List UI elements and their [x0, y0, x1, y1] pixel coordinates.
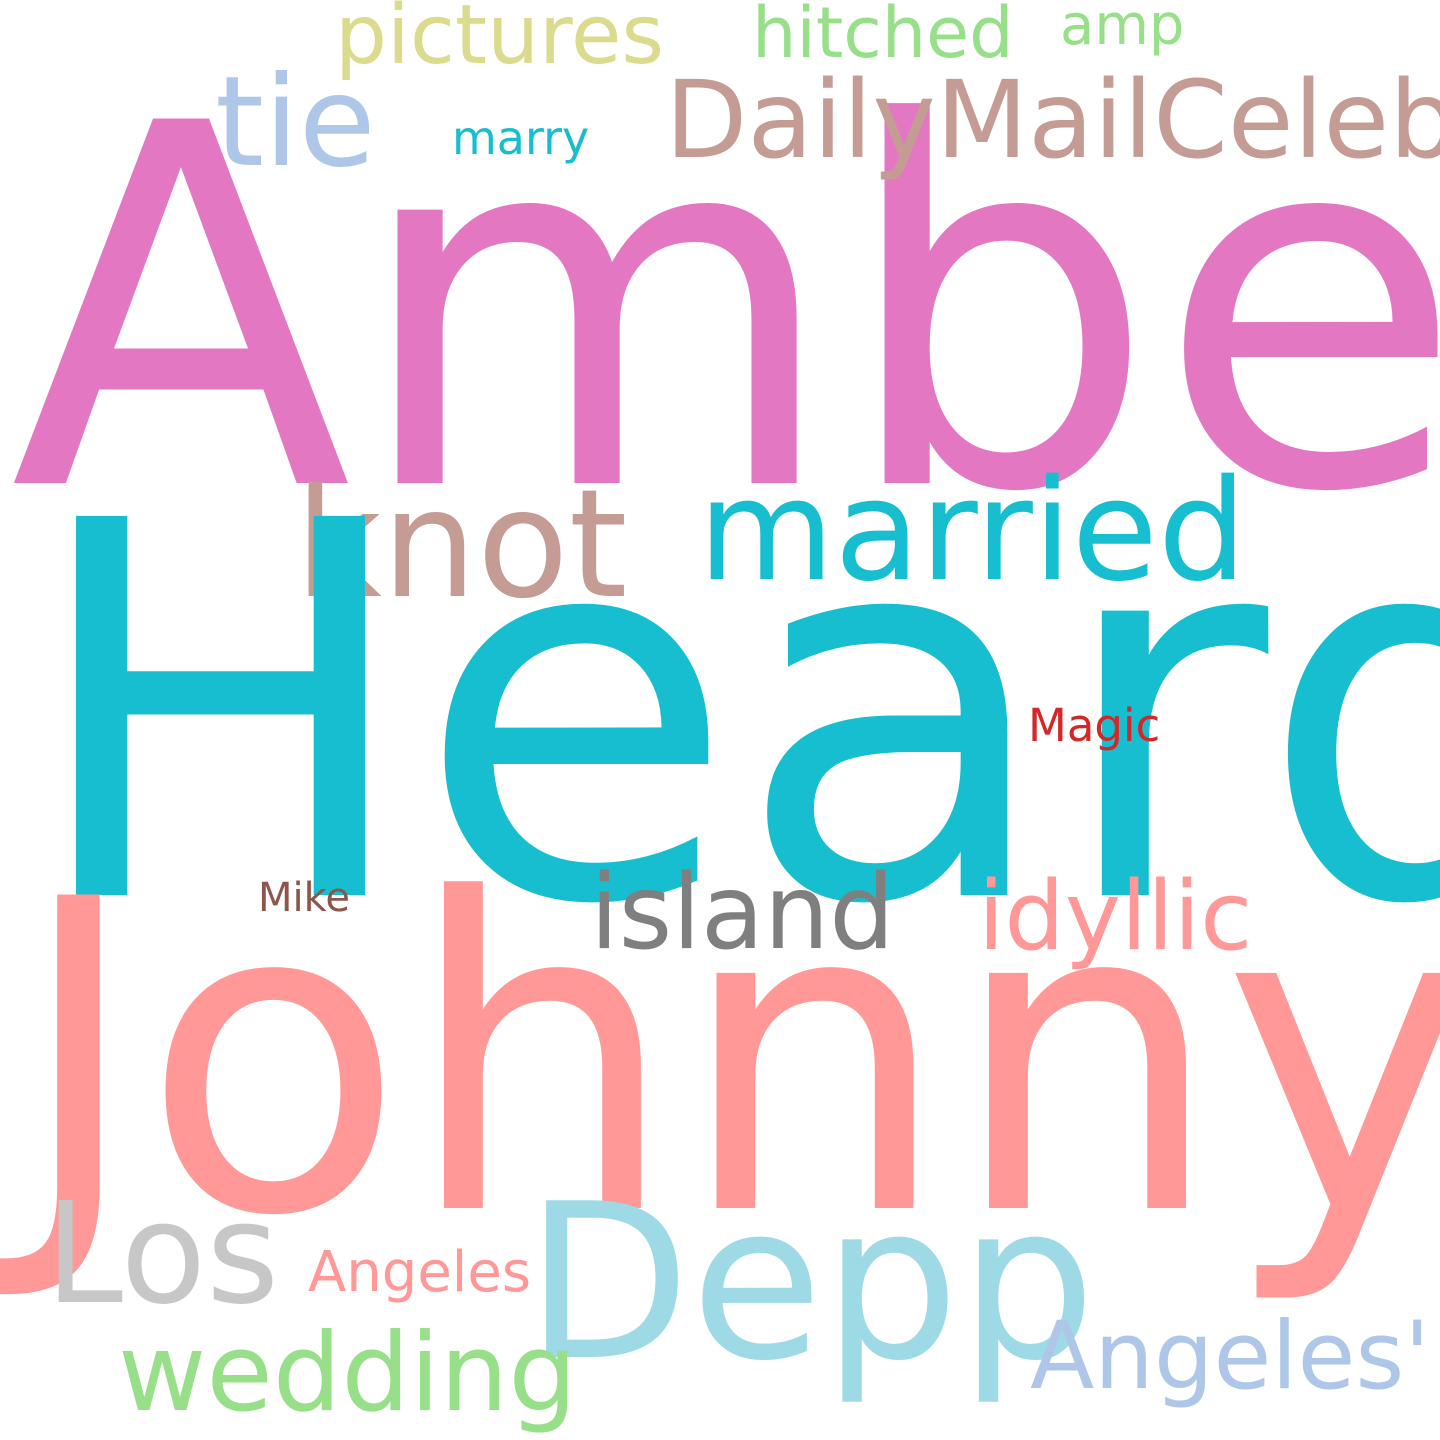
word-magic: Magic [1028, 699, 1161, 752]
word-wedding: wedding [118, 1311, 577, 1436]
word-amp: amp [1060, 0, 1185, 58]
word-amber: Amber [10, 19, 1440, 601]
word-knot: knot [295, 458, 628, 632]
word-angeles-quote: Angeles' [1030, 1302, 1431, 1411]
word-los: Los [45, 1173, 280, 1336]
word-johnny: Johnny [15, 810, 1440, 1310]
word-tie: tie [215, 50, 376, 195]
word-angeles: Angeles [308, 1240, 531, 1305]
word-hitched: hitched [752, 0, 1014, 74]
word-heard: Heard [25, 412, 1440, 1018]
word-marry: marry [452, 111, 590, 165]
word-depp: Depp [525, 1157, 1096, 1408]
word-pictures: pictures [335, 0, 665, 83]
word-married: married [698, 450, 1247, 613]
word-idyllic: idyllic [978, 862, 1253, 972]
word-mike: Mike [258, 875, 350, 921]
word-island: island [590, 853, 895, 973]
word-dailymailceleb: DailyMailCeleb [665, 59, 1440, 183]
